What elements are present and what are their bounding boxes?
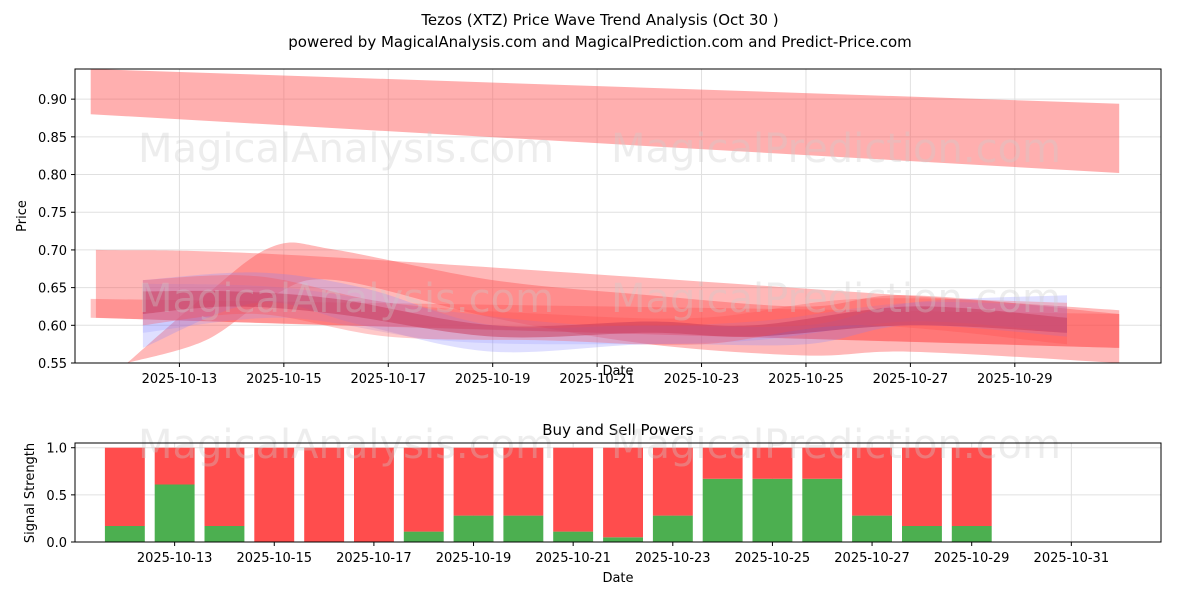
price-y-axis-label: Price: [15, 200, 30, 232]
sell-bar: [354, 447, 394, 542]
watermark-prediction-mid: MagicalPrediction.com: [611, 276, 1061, 322]
buy-bar: [453, 515, 494, 542]
buy-bar: [104, 526, 145, 542]
signal-chart-title: Buy and Sell Powers: [542, 421, 694, 439]
price-x-tick-label: 2025-10-23: [664, 372, 740, 387]
watermark-analysis-mid: MagicalAnalysis.com: [138, 276, 554, 322]
price-x-tick-label: 2025-10-27: [873, 372, 949, 387]
signal-x-tick-label: 2025-10-27: [834, 551, 910, 566]
sell-bar: [752, 447, 793, 479]
watermark-analysis-top: MagicalAnalysis.com: [138, 126, 554, 172]
price-wave-band-4: [127, 242, 1120, 363]
signal-panel: Buy and Sell Powers MagicalAnalysis.com …: [23, 421, 1162, 586]
chart-subtitle: powered by MagicalAnalysis.com and Magic…: [288, 33, 912, 51]
sell-bar: [154, 447, 195, 485]
signal-y-ticks: 0.0 0.5 1.0: [46, 442, 75, 551]
buy-bar: [902, 526, 942, 542]
price-y-tick-label: 0.60: [38, 319, 67, 334]
buy-bar: [154, 484, 195, 542]
signal-x-tick-label: 2025-10-13: [137, 551, 213, 566]
signal-x-ticks: 2025-10-13 2025-10-15 2025-10-17 2025-10-19…: [137, 542, 1109, 566]
price-y-tick-label: 0.75: [38, 206, 67, 221]
watermark-analysis-bottom: MagicalAnalysis.com: [138, 422, 554, 468]
buy-bar: [951, 526, 992, 542]
price-y-ticks: 0.55 0.60 0.65 0.70 0.75 0.80 0.85 0.90: [38, 93, 75, 372]
sell-bar: [403, 447, 444, 532]
buy-bar: [403, 531, 444, 542]
price-y-tick-label: 0.70: [38, 244, 67, 259]
sell-bar: [603, 447, 643, 538]
sell-bar: [802, 447, 843, 479]
price-x-tick-label: 2025-10-29: [977, 372, 1053, 387]
sell-bar: [553, 447, 594, 532]
signal-x-tick-label: 2025-10-29: [934, 551, 1010, 566]
buy-bar: [503, 515, 544, 542]
price-wave-band-7: [142, 290, 1067, 338]
price-y-tick-label: 0.85: [38, 131, 67, 146]
price-x-tick-label: 2025-10-13: [142, 372, 218, 387]
price-wave-band-8: [142, 275, 1067, 345]
price-x-axis-label: Date: [602, 364, 633, 379]
watermark-prediction-bottom: MagicalPrediction.com: [611, 422, 1061, 468]
signal-x-tick-label: 2025-10-21: [535, 551, 611, 566]
sell-bar: [304, 447, 345, 542]
price-x-tick-label: 2025-10-15: [246, 372, 322, 387]
price-x-tick-label: 2025-10-17: [350, 372, 426, 387]
signal-x-tick-label: 2025-10-17: [336, 551, 412, 566]
signal-x-tick-label: 2025-10-19: [436, 551, 512, 566]
price-bands: [90, 69, 1120, 363]
buy-bar: [852, 515, 892, 542]
price-x-tick-label: 2025-10-21: [559, 372, 635, 387]
signal-x-tick-label: 2025-10-31: [1034, 551, 1110, 566]
price-x-ticks: 2025-10-13 2025-10-15 2025-10-17 2025-10-19…: [142, 363, 1053, 387]
price-x-tick-label: 2025-10-25: [768, 372, 844, 387]
signal-x-tick-label: 2025-10-25: [735, 551, 811, 566]
price-wave-band-5: [142, 272, 1067, 353]
sell-bar: [254, 447, 295, 542]
signal-x-tick-label: 2025-10-23: [635, 551, 711, 566]
buy-bar: [553, 531, 594, 542]
price-y-tick-label: 0.65: [38, 282, 67, 297]
signal-bars: [104, 447, 992, 542]
signal-y-tick-label: 1.0: [46, 442, 67, 457]
signal-x-axis-label: Date: [602, 571, 633, 586]
price-y-tick-label: 0.80: [38, 169, 67, 184]
sell-bar: [204, 447, 245, 526]
sell-bar: [852, 447, 892, 516]
buy-bar: [752, 478, 793, 542]
sell-bar: [503, 447, 544, 516]
signal-y-tick-label: 0.0: [46, 536, 67, 551]
buy-bar: [802, 478, 843, 542]
chart-title: Tezos (XTZ) Price Wave Trend Analysis (O…: [420, 11, 778, 29]
sell-bar: [652, 447, 693, 516]
buy-bar: [603, 537, 643, 542]
buy-bar: [702, 478, 743, 542]
buy-bar: [652, 515, 693, 542]
sell-bar: [702, 447, 743, 479]
signal-y-tick-label: 0.5: [46, 489, 67, 504]
price-panel: MagicalAnalysis.com MagicalPrediction.co…: [15, 68, 1162, 387]
price-y-tick-label: 0.90: [38, 93, 67, 108]
sell-bar: [902, 447, 942, 526]
buy-bar: [204, 526, 245, 542]
sell-bar: [453, 447, 494, 516]
price-x-tick-label: 2025-10-19: [455, 372, 531, 387]
sell-bar: [951, 447, 992, 526]
watermark-prediction-top: MagicalPrediction.com: [611, 126, 1061, 172]
price-plot-frame: [74, 68, 1162, 364]
signal-x-tick-label: 2025-10-15: [236, 551, 312, 566]
price-y-tick-label: 0.55: [38, 357, 67, 372]
signal-y-axis-label: Signal Strength: [23, 443, 38, 543]
sell-bar: [104, 447, 145, 526]
price-wave-band-1: [90, 69, 1120, 173]
signal-plot-frame: [74, 442, 1162, 543]
